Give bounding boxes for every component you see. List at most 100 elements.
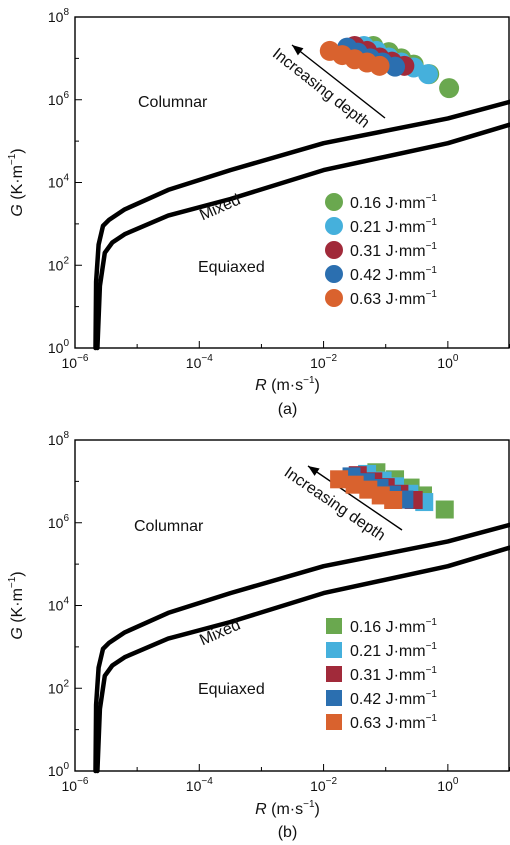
legend-label: 0.31 J·mm−1 [350,665,437,684]
data-point [385,56,406,77]
x-tick-label: 10−6 [62,353,89,371]
y-tick-label: 106 [48,90,70,108]
x-tick-exp: −4 [201,776,213,787]
legend-label: 0.21 J·mm−1 [350,217,437,236]
y-tick-exp: 2 [63,255,69,266]
arrow-head-icon [292,45,304,56]
legend-label: 0.63 J·mm−1 [350,289,437,308]
y-tick-label: 106 [48,513,70,531]
arrow-head-icon [308,466,320,476]
x-axis-title: R (m·s−1) [255,799,320,818]
x-tick-base: 10 [310,778,326,794]
legend-marker [326,714,342,730]
equiaxed-label: Equiaxed [198,681,265,698]
y-axis-title: G (K·m−1) [7,571,26,639]
y-tick-exp: 6 [63,513,69,524]
x-tick-exp: −6 [77,776,89,787]
data-point [345,475,364,494]
y-tick-base: 10 [48,92,64,108]
x-tick-base: 10 [310,355,326,371]
x-tick-base: 10 [437,778,453,794]
panel-label: (b) [278,824,298,841]
y-tick-base: 10 [48,432,64,448]
y-tick-label: 104 [48,173,70,191]
x-tick-label: 100 [437,353,459,371]
upper-boundary-curve [93,522,510,774]
legend-marker [326,642,342,658]
data-point [330,470,349,489]
x-tick-base: 10 [186,778,202,794]
y-axis-title: G (K·m−1) [7,148,26,216]
data-point [435,500,454,519]
y-tick-label: 102 [48,255,70,273]
y-tick-exp: 0 [63,761,69,772]
y-tick-base: 10 [48,763,64,779]
y-tick-exp: 6 [63,90,69,101]
y-tick-base: 10 [48,680,64,696]
y-tick-base: 10 [48,515,64,531]
y-tick-base: 10 [48,175,64,191]
legend-label: 0.16 J·mm−1 [350,617,437,636]
x-tick-base: 10 [62,355,78,371]
lower-boundary-curve [95,122,510,351]
legend-marker [325,217,343,235]
y-tick-exp: 0 [63,338,69,349]
x-tick-label: 10−2 [310,353,337,371]
increasing-depth-arrow [307,465,403,531]
increasing-depth-arrow [291,44,386,119]
legend-marker [325,193,343,211]
plot-frame [74,439,510,772]
y-tick-exp: 8 [63,7,69,18]
data-point [439,78,460,99]
legend-label: 0.16 J·mm−1 [350,193,437,212]
x-tick-base: 10 [437,355,453,371]
y-tick-exp: 4 [63,173,69,184]
upper-boundary-curve [93,99,510,351]
y-tick-label: 100 [48,761,70,779]
data-point [417,64,438,85]
y-tick-exp: 4 [63,596,69,607]
x-tick-exp: 0 [453,353,459,364]
x-tick-exp: −2 [326,353,338,364]
legend-label: 0.42 J·mm−1 [350,265,437,284]
y-tick-label: 108 [48,7,70,25]
legend-label: 0.42 J·mm−1 [350,689,437,708]
y-tick-label: 102 [48,678,70,696]
mixed-label: Mixed [197,191,243,224]
equiaxed-label: Equiaxed [198,259,265,276]
y-tick-base: 10 [48,9,64,25]
legend-marker [326,666,342,682]
x-tick-label: 100 [437,776,459,794]
data-point [369,55,390,76]
x-tick-label: 10−4 [186,776,213,794]
x-tick-base: 10 [62,778,78,794]
y-tick-base: 10 [48,598,64,614]
columnar-label: Columnar [138,94,208,111]
y-tick-label: 108 [48,430,70,448]
x-tick-label: 10−2 [310,776,337,794]
y-tick-exp: 8 [63,430,69,441]
panel-label: (a) [278,401,298,418]
legend-label: 0.63 J·mm−1 [350,713,437,732]
columnar-label: Columnar [134,518,204,535]
lower-boundary-curve [95,545,510,774]
x-tick-label: 10−4 [186,353,213,371]
mixed-label: Mixed [197,616,243,649]
x-tick-label: 10−6 [62,776,89,794]
x-tick-exp: −6 [77,353,89,364]
legend-label: 0.21 J·mm−1 [350,641,437,660]
x-tick-exp: −4 [201,353,213,364]
legend-marker [325,265,343,283]
x-tick-exp: 0 [453,776,459,787]
y-tick-label: 104 [48,596,70,614]
x-tick-exp: −2 [326,776,338,787]
y-tick-exp: 2 [63,678,69,689]
y-tick-base: 10 [48,340,64,356]
x-axis-title: R (m·s−1) [255,375,320,394]
legend-label: 0.31 J·mm−1 [350,241,437,260]
legend-marker [326,690,342,706]
y-tick-label: 100 [48,338,70,356]
